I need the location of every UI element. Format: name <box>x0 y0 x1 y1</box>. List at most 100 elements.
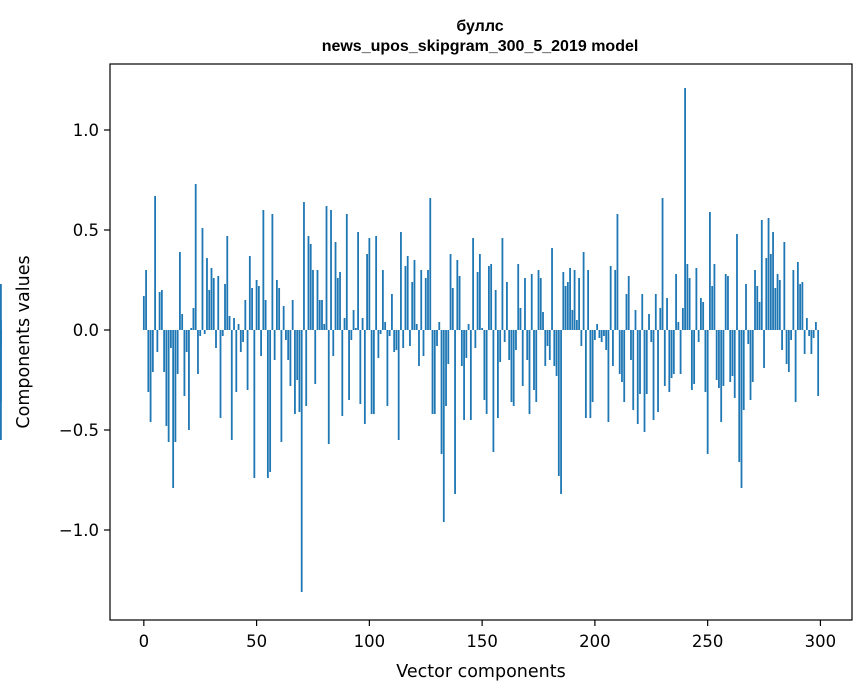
bar-271 <box>754 270 756 330</box>
bar-215 <box>627 276 630 330</box>
bar-113 <box>397 330 400 440</box>
bar-111 <box>393 330 396 352</box>
y-axis-label: Components values <box>14 255 34 428</box>
bar-232 <box>666 298 668 330</box>
bar-265 <box>740 330 743 488</box>
bar-191 <box>573 270 576 330</box>
bar-64 <box>287 330 290 360</box>
bar-158 <box>499 330 502 362</box>
bar-243 <box>690 330 693 390</box>
bar-254 <box>715 330 718 380</box>
bar-106 <box>381 270 384 330</box>
bar-17 <box>181 314 184 330</box>
bar-282 <box>778 280 781 330</box>
bar-195 <box>582 252 585 330</box>
bar-256 <box>720 330 723 422</box>
bar-141 <box>460 330 463 366</box>
bar-54 <box>264 300 267 330</box>
y-tick-label: −0.5 <box>59 421 99 440</box>
bar-214 <box>625 294 628 330</box>
bar-14 <box>174 330 177 442</box>
bar-222 <box>643 330 646 432</box>
bar-292 <box>801 282 804 330</box>
bar-25 <box>199 330 202 336</box>
bar-102 <box>372 330 375 414</box>
bar-237 <box>677 322 680 330</box>
bar-23 <box>194 184 197 330</box>
bar-174 <box>535 330 538 402</box>
bar-81 <box>325 206 328 330</box>
bar-110 <box>391 294 393 330</box>
bar-40 <box>233 318 235 330</box>
bar-192 <box>575 320 578 330</box>
bar-130 <box>436 330 438 346</box>
bar-115 <box>402 330 405 348</box>
bar-145 <box>469 330 472 420</box>
bar-234 <box>670 330 673 378</box>
bar-172 <box>530 274 533 330</box>
x-axis-ticks: 0 50 100 150 200 250 300 <box>139 620 836 651</box>
bar-241 <box>686 264 689 330</box>
bar-132 <box>440 330 443 454</box>
bar-240 <box>684 88 686 330</box>
bar-250 <box>706 330 709 454</box>
bar-276 <box>765 258 768 330</box>
bar-6 <box>156 330 159 352</box>
bar-79 <box>321 300 323 330</box>
bar-286 <box>787 330 790 372</box>
bar-105 <box>379 330 382 334</box>
bar-255 <box>718 330 720 388</box>
bar-251 <box>709 212 711 330</box>
bar-175 <box>537 270 540 330</box>
bar-109 <box>388 330 391 336</box>
bar-22 <box>192 308 195 330</box>
bar-1 <box>145 270 147 330</box>
bar-138 <box>454 330 456 494</box>
bar-217 <box>632 330 635 410</box>
bar-139 <box>456 260 459 330</box>
bar-177 <box>542 312 544 330</box>
bar-281 <box>776 274 779 330</box>
y-tick-label: 1.0 <box>73 121 99 140</box>
bar-134 <box>445 330 447 406</box>
bar-34 <box>219 330 222 418</box>
bar-296 <box>810 330 813 354</box>
bar-142 <box>463 330 465 420</box>
bar-190 <box>571 310 574 330</box>
bar-88 <box>341 330 344 416</box>
bar-131 <box>438 322 441 330</box>
bar-259 <box>727 276 729 330</box>
bar-152 <box>485 330 488 414</box>
bar-212 <box>621 330 623 382</box>
bar-133 <box>442 330 445 522</box>
bar-206 <box>607 330 610 422</box>
bar-74 <box>309 244 312 330</box>
bar-21 <box>190 328 193 330</box>
bar-3 <box>149 330 152 422</box>
bar-213 <box>623 330 626 402</box>
bar-183 <box>555 330 558 376</box>
bar-29 <box>208 290 211 330</box>
bar-112 <box>395 330 398 350</box>
y-axis-ticks: −1.0 −0.5 0.0 0.5 1.0 <box>59 121 110 540</box>
bar-35 <box>221 330 224 336</box>
bar-201 <box>596 324 599 330</box>
bar-153 <box>487 266 490 330</box>
bar-280 <box>774 288 777 330</box>
bar-126 <box>427 270 429 330</box>
bar-154 <box>490 264 493 330</box>
bar-160 <box>503 330 506 342</box>
bar-98 <box>363 330 366 424</box>
bar-69 <box>298 330 301 412</box>
bars-group <box>0 88 820 592</box>
bar-170 <box>526 330 529 360</box>
bar-242 <box>688 278 691 330</box>
bar-37 <box>226 236 229 330</box>
bar-122 <box>418 330 420 366</box>
bar-93 <box>352 310 355 330</box>
bar-24 <box>197 330 199 374</box>
bar-245 <box>695 268 698 330</box>
bar-163 <box>510 330 513 402</box>
bar-197 <box>587 270 590 330</box>
